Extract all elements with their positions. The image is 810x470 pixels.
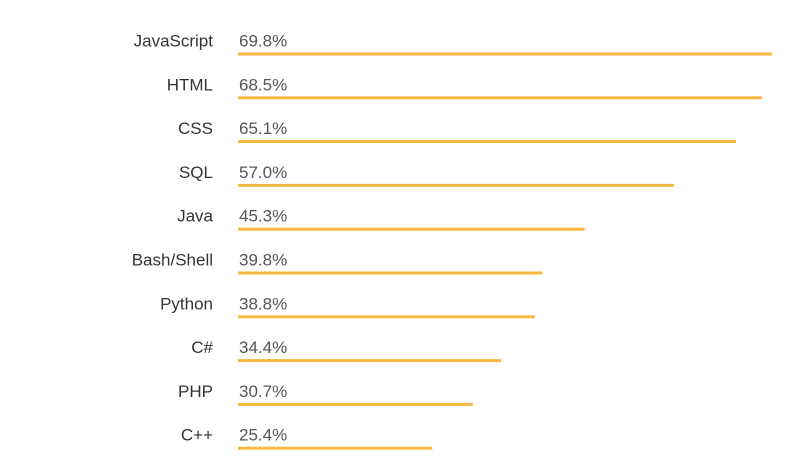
value-label: 34.4% <box>239 338 287 357</box>
bar <box>238 446 433 450</box>
value-label: 39.8% <box>239 250 287 269</box>
bar <box>238 315 535 319</box>
bar <box>238 183 675 187</box>
value-label: 38.8% <box>239 294 287 313</box>
category-label: HTML <box>167 75 213 94</box>
bar <box>238 402 473 406</box>
bar <box>238 227 585 231</box>
category-label: C# <box>191 338 213 357</box>
bar <box>238 52 772 56</box>
value-label: 30.7% <box>239 382 287 401</box>
category-label: Java <box>177 207 213 226</box>
value-label: 25.4% <box>239 426 287 445</box>
category-label: SQL <box>179 163 213 182</box>
category-label: JavaScript <box>134 31 214 50</box>
category-label: CSS <box>178 119 213 138</box>
bar <box>238 271 543 275</box>
category-label: Python <box>160 294 213 313</box>
value-label: 45.3% <box>239 207 287 226</box>
bar <box>238 359 502 363</box>
category-label: C++ <box>181 426 213 445</box>
value-label: 65.1% <box>239 119 287 138</box>
value-label: 69.8% <box>239 31 287 50</box>
value-label: 68.5% <box>239 75 287 94</box>
bar <box>238 96 763 100</box>
category-label: Bash/Shell <box>132 250 213 269</box>
category-label: PHP <box>178 382 213 401</box>
value-label: 57.0% <box>239 163 287 182</box>
bar <box>238 140 737 144</box>
